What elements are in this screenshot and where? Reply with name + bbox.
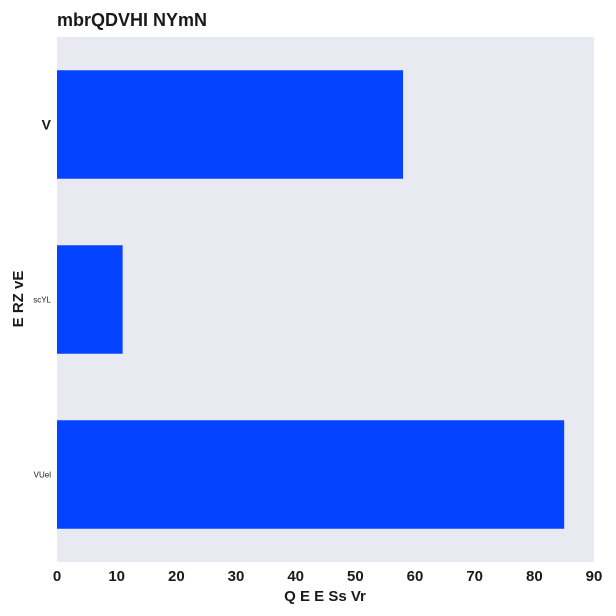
x-tick-label: 30 [228, 568, 245, 585]
bar-1 [57, 245, 123, 354]
bars [57, 70, 565, 529]
x-tick-label: 70 [466, 568, 483, 585]
y-axis-title: E RZ vE [10, 271, 27, 328]
x-tick-label: 0 [53, 568, 61, 585]
bar-2 [57, 420, 565, 529]
x-tick-label: 60 [407, 568, 424, 585]
x-tick-label: 20 [168, 568, 185, 585]
bar-0 [57, 70, 404, 179]
chart-title: mbrQDVHI NYmN [57, 10, 207, 30]
x-tick-label: 40 [287, 568, 304, 585]
x-tick-label: 10 [108, 568, 125, 585]
x-tick-labels: 0 10 20 30 40 50 60 70 80 90 [53, 568, 603, 585]
x-tick-label: 90 [586, 568, 603, 585]
x-axis-title: Q E E Ss Vr [284, 588, 366, 605]
x-tick-label: 50 [347, 568, 364, 585]
y-tick-label: VUel [34, 471, 52, 480]
x-tick-label: 80 [526, 568, 543, 585]
y-tick-label: V [42, 117, 52, 133]
y-tick-label: scYL [33, 296, 51, 305]
